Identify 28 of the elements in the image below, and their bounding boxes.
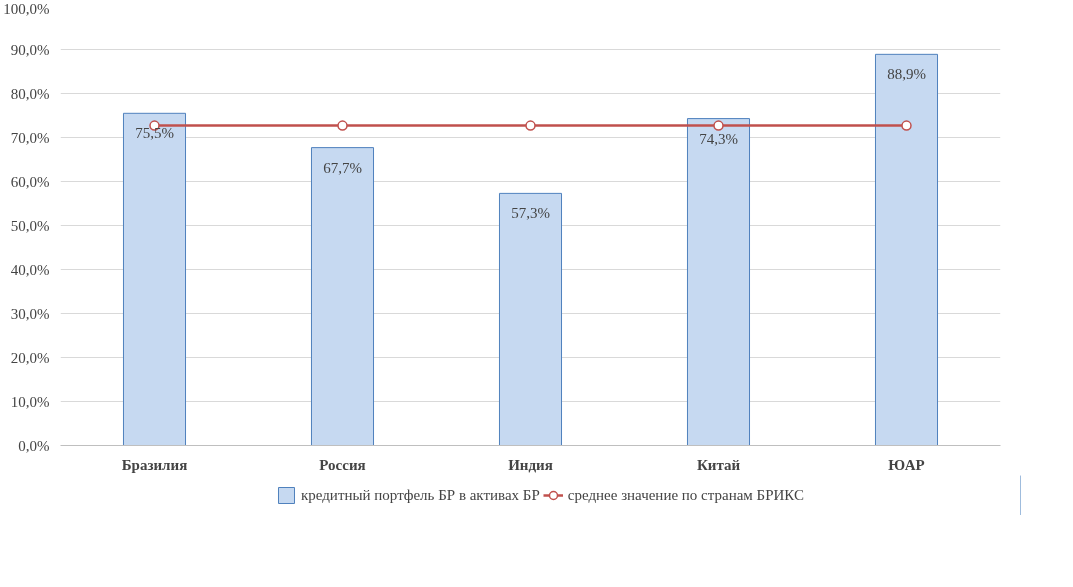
bar [498, 192, 563, 446]
y-tick-label: 10,0% [10, 393, 50, 410]
y-tick-label: 70,0% [10, 129, 50, 146]
y-tick-label: 30,0% [10, 305, 50, 322]
y-tick-label: 50,0% [10, 217, 50, 234]
bar [122, 112, 187, 446]
y-tick-label: 60,0% [10, 173, 50, 190]
x-tick-label: Бразилия [121, 456, 188, 473]
y-tick-label: 0,0% [18, 437, 50, 454]
data-label: 57,3% [511, 205, 550, 222]
x-tick-label: ЮАР [888, 456, 925, 473]
y-tick-label: 80,0% [10, 85, 50, 102]
legend-label: кредитный портфель БР в активах БР [300, 486, 540, 504]
data-label: 88,9% [887, 66, 926, 83]
bar [686, 118, 751, 446]
bar [874, 53, 939, 446]
y-tick-label: 20,0% [10, 349, 50, 366]
y-tick-label: 100,0% [3, 0, 50, 17]
bar [310, 147, 375, 446]
x-tick-label: Россия [319, 456, 366, 473]
y-tick-label: 90,0% [10, 41, 50, 58]
x-tick-label: Индия [508, 456, 553, 473]
y-tick-label: 40,0% [10, 261, 50, 278]
data-label: 74,3% [699, 130, 738, 147]
x-tick-label: Китай [696, 456, 741, 473]
data-label: 75,5% [135, 125, 174, 142]
data-label: 67,7% [323, 159, 362, 176]
legend-label: среднее значение по странам БРИКС [567, 486, 805, 504]
